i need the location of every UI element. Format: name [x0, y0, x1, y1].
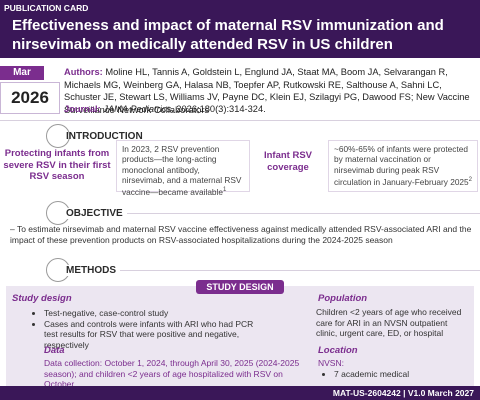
authors-label: Authors: — [64, 67, 103, 77]
study-design-banner: STUDY DESIGN — [196, 280, 284, 294]
date-year: 2026 — [0, 82, 60, 114]
objective-heading: OBJECTIVE — [66, 208, 127, 219]
study-design-list: Test-negative, case-control studyCases a… — [32, 308, 264, 350]
intro-left-box: In 2023, 2 RSV prevention products—the l… — [116, 140, 250, 197]
section-icon — [46, 201, 70, 225]
reference: 1 — [223, 187, 227, 194]
journal: Journal: JAMA Pediatrics. 2026;180(3):31… — [64, 104, 266, 114]
bullet: Cases and controls were infants with ARI… — [44, 319, 264, 351]
section-icon — [46, 124, 70, 148]
divider — [0, 120, 480, 121]
title: Effectiveness and impact of maternal RSV… — [12, 17, 444, 53]
intro-right-callout: Infant RSV coverage — [263, 150, 313, 173]
intro-right-text: ~60%-65% of infants were protected by ma… — [334, 144, 469, 187]
intro-left-callout: Protecting infants from severe RSV in th… — [3, 148, 111, 182]
methods-heading: METHODS — [66, 265, 120, 276]
journal-label: Journal: — [64, 104, 101, 114]
data-heading: Data — [44, 345, 65, 356]
study-design-heading: Study design — [12, 293, 72, 304]
divider — [70, 213, 480, 214]
date-month: Mar — [0, 66, 44, 80]
intro-heading: INTRODUCTION — [66, 131, 143, 142]
location-list: 7 academic medical — [322, 369, 474, 380]
divider — [70, 270, 480, 271]
location-label: NVSN: — [318, 358, 344, 368]
data-text: Data collection: October 1, 2024, throug… — [44, 358, 300, 386]
authors: Authors: Moline HL, Tannis A, Goldstein … — [64, 66, 476, 116]
bullet: Test-negative, case-control study — [44, 308, 264, 319]
footer-text: MAT-US-2604242 | V1.0 March 2027 — [332, 388, 474, 398]
journal-citation: . 2026;180(3):314-324. — [171, 104, 266, 114]
footer: MAT-US-2604242 | V1.0 March 2027 — [0, 386, 480, 400]
population-text: Children <2 years of age who received ca… — [316, 307, 462, 338]
reference: 2 — [468, 176, 473, 183]
study-design-panel: Study design Test-negative, case-control… — [6, 286, 474, 386]
population-heading: Population — [318, 293, 368, 304]
journal-name: JAMA Pediatrics — [103, 104, 172, 114]
objective-text: – To estimate nirsevimab and maternal RS… — [10, 224, 472, 245]
intro-right-box: ~60%-65% of infants were protected by ma… — [328, 140, 478, 192]
location-heading: Location — [318, 345, 358, 356]
header: PUBLICATION CARD Effectiveness and impac… — [0, 0, 480, 58]
objective-body: To estimate nirsevimab and maternal RSV … — [10, 224, 472, 245]
authors-text: Moline HL, Tannis A, Goldstein L, Englun… — [64, 67, 470, 115]
intro-left-text: In 2023, 2 RSV prevention products—the l… — [122, 144, 242, 197]
bullet: 7 academic medical — [334, 369, 474, 380]
card-label: PUBLICATION CARD — [4, 3, 89, 13]
